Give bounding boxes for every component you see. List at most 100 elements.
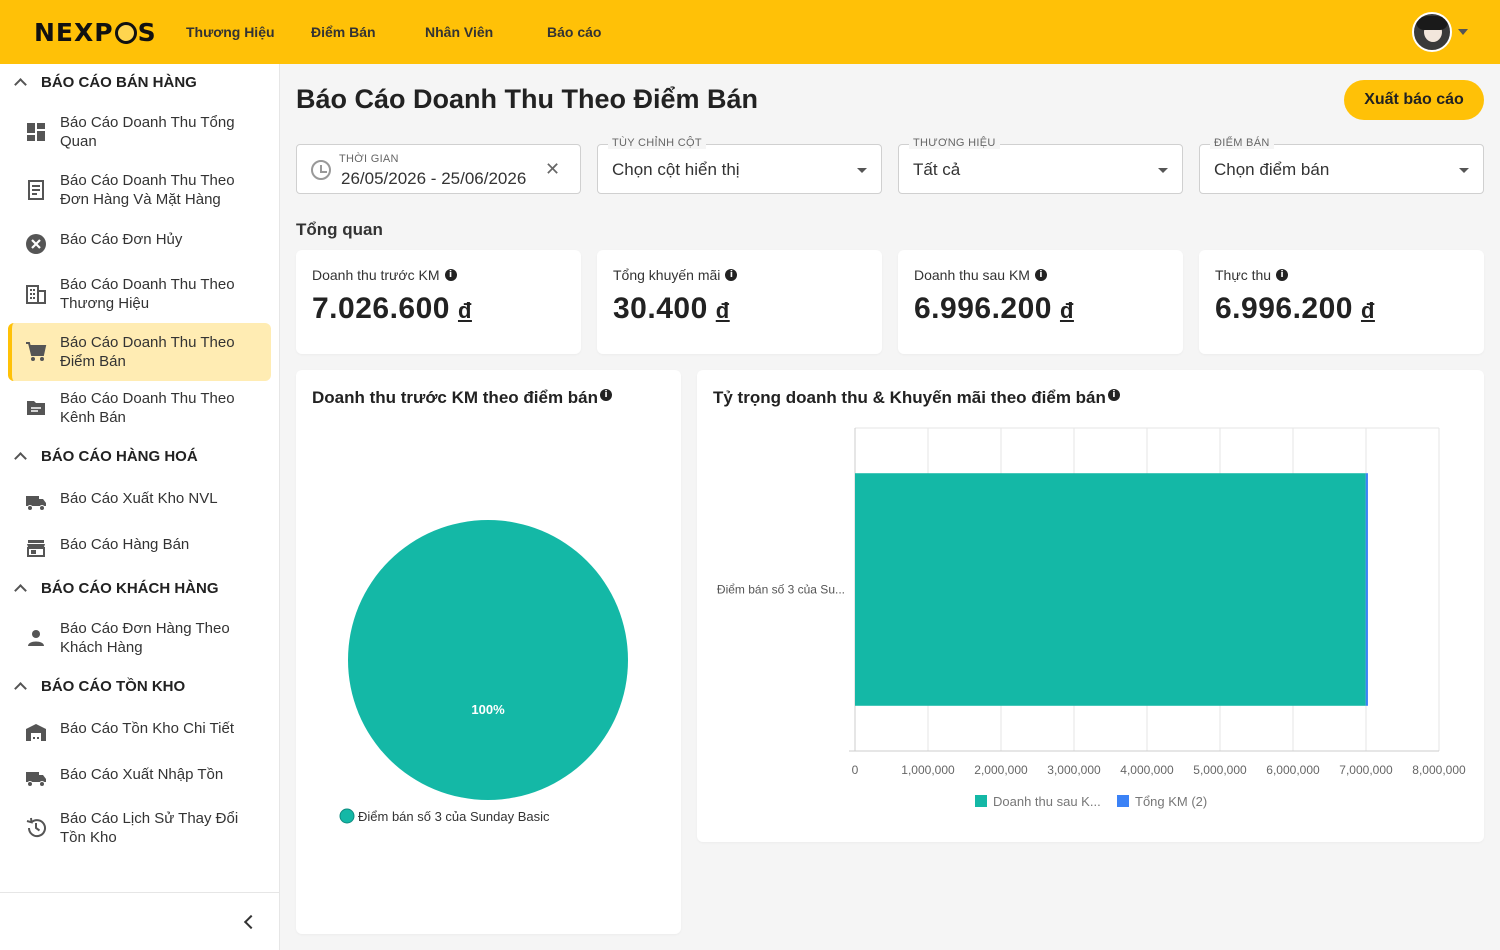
cancel-icon	[25, 233, 47, 255]
currency-symbol: đ	[1360, 298, 1375, 323]
info-icon[interactable]: i	[725, 269, 738, 281]
kpi-label: Doanh thu trước KM	[312, 267, 440, 283]
sidebar-item-don-hang-mat-hang[interactable]: Báo Cáo Doanh Thu Theo Đơn Hàng Và Mặt H…	[8, 168, 271, 212]
currency-symbol: đ	[1059, 298, 1074, 323]
caret-down-icon	[857, 168, 867, 173]
date-range-label: THỜI GIAN	[339, 153, 399, 165]
sidebar-item-thuong-hieu[interactable]: Báo Cáo Doanh Thu Theo Thương Hiệu	[8, 272, 271, 316]
sidebar-item-lich-su-thay-doi-ton-kho[interactable]: Báo Cáo Lịch Sử Thay Đổi Tồn Kho	[8, 806, 271, 850]
sidebar-item-label: Báo Cáo Tồn Kho Chi Tiết	[60, 720, 234, 737]
info-icon[interactable]: i	[600, 389, 613, 401]
info-icon[interactable]: i	[1276, 269, 1289, 281]
chevron-up-icon	[14, 682, 27, 695]
x-tick-label: 8,000,000	[1412, 763, 1466, 777]
sidebar-item-hang-ban[interactable]: Báo Cáo Hàng Bán	[8, 528, 271, 568]
history-icon	[25, 817, 47, 839]
close-icon[interactable]: ✕	[545, 159, 561, 179]
kpi-card-actual-received: Thực thu i 6.996.200 đ	[1199, 250, 1484, 354]
x-tick-label: 1,000,000	[901, 763, 955, 777]
store-select-value: Chọn điểm bán	[1214, 160, 1330, 179]
sidebar-collapse-button[interactable]	[0, 892, 280, 950]
sidebar-item-label: Báo Cáo Đơn Hủy	[60, 231, 183, 248]
section-bao-cao-khach-hang[interactable]: BÁO CÁO KHÁCH HÀNG	[12, 580, 219, 597]
nav-diem-ban[interactable]: Điểm Bán	[311, 24, 376, 40]
sidebar-item-diem-ban[interactable]: Báo Cáo Doanh Thu Theo Điểm Bán	[8, 323, 271, 381]
sidebar-item-label: Báo Cáo Xuất Kho NVL	[60, 490, 218, 507]
kpi-value: 6.996.200	[914, 292, 1052, 325]
cart-icon	[25, 341, 47, 363]
caret-down-icon	[1158, 168, 1168, 173]
currency-symbol: đ	[457, 298, 472, 323]
section-bao-cao-hang-hoa[interactable]: BÁO CÁO HÀNG HOÁ	[12, 448, 198, 465]
date-range-picker[interactable]: THỜI GIAN 26/05/2026 - 25/06/2026 ✕	[296, 144, 581, 194]
truck-icon	[25, 491, 47, 513]
legend-label: Doanh thu sau K...	[993, 794, 1101, 809]
nexpos-logo[interactable]: NEXP S	[34, 18, 157, 47]
building-icon	[25, 283, 47, 305]
sidebar-item-label: Báo Cáo Doanh Thu Theo Thương Hiệu	[60, 276, 235, 312]
pie-chart-card: Doanh thu trước KM theo điểm bán i 100% Đi…	[296, 370, 681, 934]
nav-thuong-hieu[interactable]: Thương Hiệu	[186, 24, 275, 40]
currency-symbol: đ	[715, 298, 730, 323]
sidebar-item-label: Báo Cáo Xuất Nhập Tồn	[60, 766, 224, 783]
section-title: BÁO CÁO KHÁCH HÀNG	[41, 580, 219, 597]
info-icon[interactable]: i	[1034, 269, 1047, 281]
info-icon[interactable]: i	[444, 269, 457, 281]
chevron-down-icon[interactable]	[1458, 29, 1468, 35]
legend-swatch	[1117, 795, 1129, 807]
section-bao-cao-ton-kho[interactable]: BÁO CÁO TỒN KHO	[12, 678, 185, 695]
pie-chart-title: Doanh thu trước KM theo điểm bán	[312, 388, 599, 407]
pie-slice-label: 100%	[471, 702, 505, 717]
x-tick-label: 0	[852, 763, 859, 777]
kpi-label: Thực thu	[1215, 267, 1272, 283]
person-icon	[25, 627, 47, 649]
section-bao-cao-ban-hang[interactable]: BÁO CÁO BÁN HÀNG	[12, 74, 197, 91]
user-avatar[interactable]	[1412, 12, 1452, 52]
chevron-up-icon	[14, 452, 27, 465]
sidebar-item-doanh-thu-tong-quan[interactable]: Báo Cáo Doanh Thu Tổng Quan	[8, 110, 271, 154]
store-icon	[25, 537, 47, 559]
sidebar: BÁO CÁO BÁN HÀNG Báo Cáo Doanh Thu Tổng …	[0, 64, 280, 950]
sidebar-item-label: Báo Cáo Doanh Thu Theo Đơn Hàng Và Mặt H…	[60, 172, 235, 208]
x-tick-label: 7,000,000	[1339, 763, 1393, 777]
sidebar-item-ton-kho-chi-tiet[interactable]: Báo Cáo Tồn Kho Chi Tiết	[8, 712, 271, 752]
top-bar: NEXP S Thương Hiệu Điểm Bán Nhân Viên Báo…	[0, 0, 1500, 64]
nav-bao-cao[interactable]: Báo cáo	[547, 24, 602, 40]
chevron-up-icon	[14, 78, 27, 91]
kpi-value: 7.026.600	[312, 292, 450, 325]
bar-chart-card: Tỷ trọng doanh thu & Khuyến mãi theo điể…	[697, 370, 1484, 842]
sidebar-item-xuat-nhap-ton[interactable]: Báo Cáo Xuất Nhập Tồn	[8, 758, 271, 798]
section-title: BÁO CÁO BÁN HÀNG	[41, 74, 197, 91]
pie-chart: 100% Điểm bán số 3 của Sunday Basic	[339, 520, 628, 824]
sidebar-item-kenh-ban[interactable]: Báo Cáo Doanh Thu Theo Kênh Bán	[8, 386, 271, 430]
brand-select-value: Tất cả	[913, 160, 961, 179]
x-tick-label: 3,000,000	[1047, 763, 1101, 777]
legend-label: Điểm bán số 3 của Sunday Basic	[358, 809, 550, 824]
store-select[interactable]: ĐIỂM BÁN Chọn điểm bán	[1199, 137, 1484, 194]
export-report-button[interactable]: Xuất báo cáo	[1344, 80, 1484, 120]
sidebar-item-xuat-kho-nvl[interactable]: Báo Cáo Xuất Kho NVL	[8, 482, 271, 522]
info-icon[interactable]: i	[1107, 389, 1120, 401]
x-tick-label: 2,000,000	[974, 763, 1028, 777]
section-title: BÁO CÁO HÀNG HOÁ	[41, 448, 198, 465]
brand-select[interactable]: THƯƠNG HIỆU Tất cả	[898, 137, 1183, 194]
date-range-value[interactable]: 26/05/2026 - 25/06/2026	[341, 169, 527, 188]
legend-swatch	[975, 795, 987, 807]
nav-nhan-vien[interactable]: Nhân Viên	[425, 24, 494, 40]
overview-heading: Tổng quan	[296, 220, 383, 239]
bar-segment	[855, 473, 1366, 706]
chevron-up-icon	[14, 584, 27, 597]
column-select-value: Chọn cột hiển thị	[612, 160, 740, 179]
sidebar-item-don-huy[interactable]: Báo Cáo Đơn Hủy	[8, 222, 271, 266]
column-select[interactable]: TÙY CHỈNH CỘT Chọn cột hiển thị	[597, 137, 882, 194]
bar-chart-title: Tỷ trọng doanh thu & Khuyến mãi theo điể…	[713, 388, 1106, 407]
bar-chart: 0 1,000,000 2,000,000 3,000,000 4,000,000 5,0…	[717, 427, 1466, 809]
x-tick-label: 6,000,000	[1266, 763, 1320, 777]
sidebar-item-don-hang-khach-hang[interactable]: Báo Cáo Đơn Hàng Theo Khách Hàng	[8, 616, 271, 660]
truck-icon	[25, 767, 47, 789]
warehouse-icon	[25, 721, 47, 743]
chevron-left-icon	[243, 914, 259, 930]
column-select-label: TÙY CHỈNH CỘT	[608, 137, 706, 149]
x-tick-label: 5,000,000	[1193, 763, 1247, 777]
kpi-card-revenue-before-promo: Doanh thu trước KM i 7.026.600 đ	[296, 250, 581, 354]
